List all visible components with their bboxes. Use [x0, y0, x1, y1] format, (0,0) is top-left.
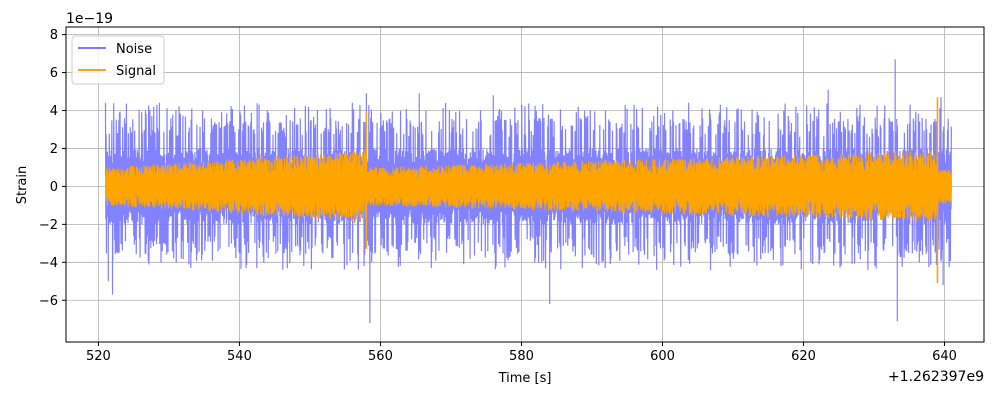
x-axis-label: Time [s]: [498, 371, 552, 386]
x-tick-label: 640: [932, 349, 957, 364]
y-tick-label: −2: [39, 218, 58, 233]
y-tick-label: 8: [50, 28, 58, 43]
x-tick-label: 560: [368, 349, 393, 364]
series-noise-line: [104, 59, 952, 324]
x-tick-label: 620: [791, 349, 816, 364]
y-tick-label: −6: [39, 294, 58, 309]
y-axis-label: Strain: [15, 166, 30, 205]
legend: Noise Signal: [71, 35, 165, 85]
legend-label-noise: Noise: [116, 42, 152, 57]
x-offset-label: +1.262397e9: [888, 369, 984, 385]
y-tick-label: 4: [50, 104, 58, 119]
plot-frame: [65, 26, 985, 343]
x-tick-label: 520: [86, 349, 111, 364]
y-tick-label: −4: [39, 256, 58, 271]
y-tick-label: 0: [50, 180, 58, 195]
axes: 520 540 560 580 600 620 640 −6 −4 −2 0 2 4 6 8: [39, 28, 957, 364]
legend-label-signal: Signal: [116, 64, 156, 79]
y-tick-label: 2: [50, 142, 58, 157]
y-tick-label: 6: [50, 66, 58, 81]
x-tick-label: 540: [227, 349, 252, 364]
plot-data: [104, 59, 952, 324]
x-tick-label: 580: [509, 349, 534, 364]
y-scale-label: 1e−19: [66, 11, 113, 27]
series-signal-line: [104, 150, 952, 222]
x-tick-label: 600: [650, 349, 675, 364]
